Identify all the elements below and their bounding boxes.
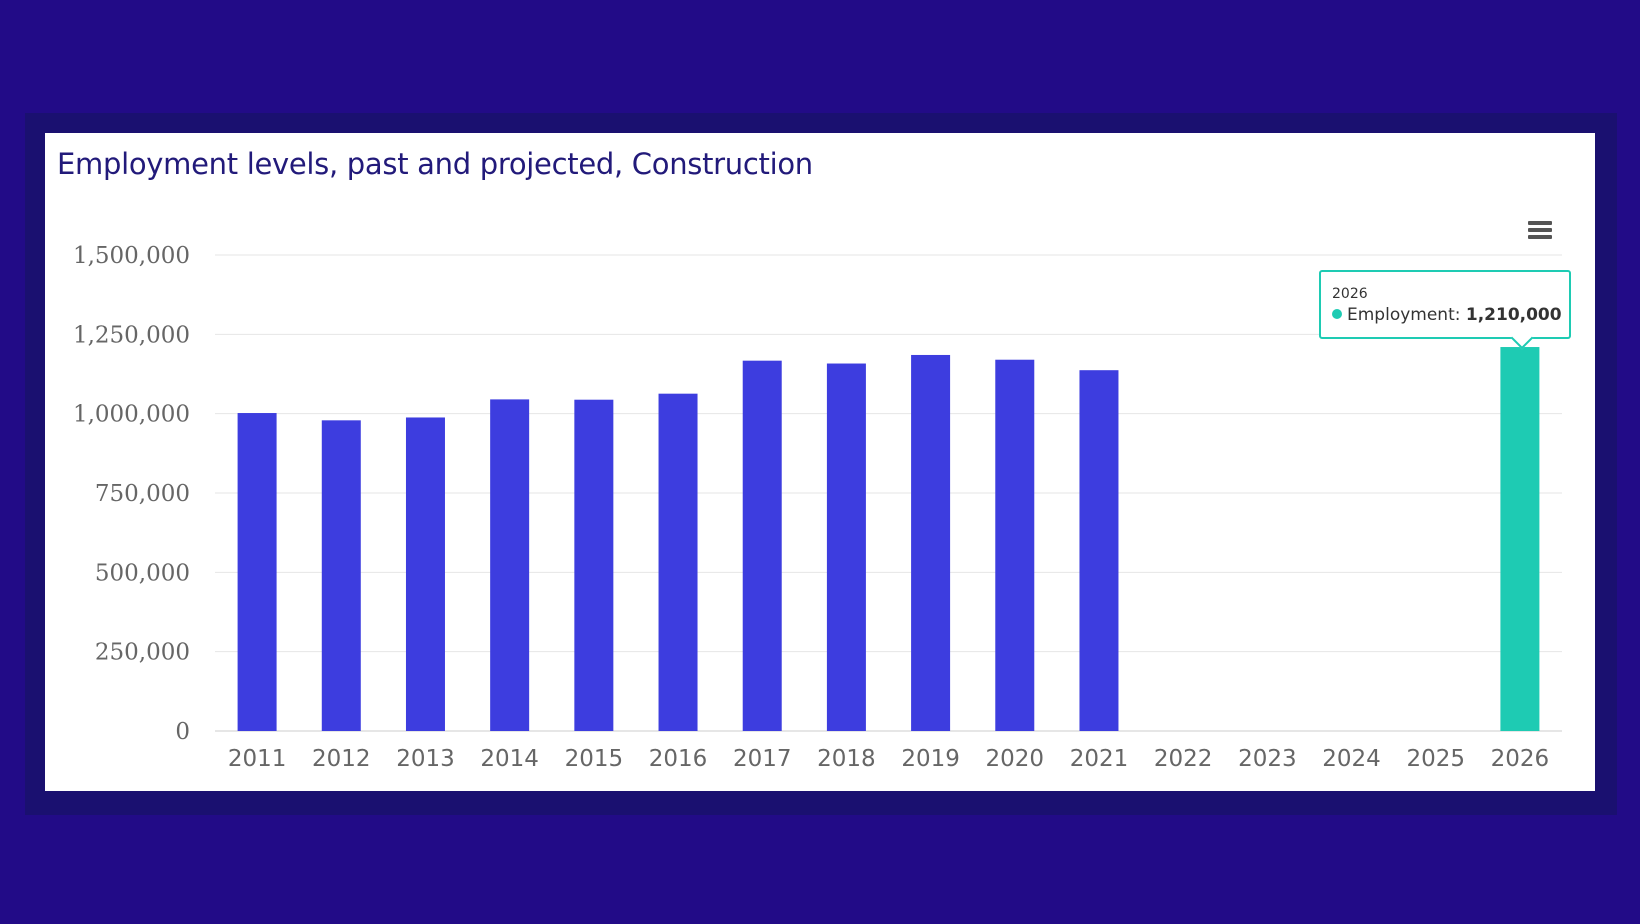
x-tick-label: 2013 <box>396 746 455 772</box>
bar-2018[interactable] <box>826 363 866 731</box>
bar-2026[interactable] <box>1500 347 1540 731</box>
tooltip-row: Employment: 1,210,000 <box>1332 305 1562 325</box>
bar-2013[interactable] <box>405 417 445 731</box>
chart-card: Employment levels, past and projected, C… <box>45 133 1595 791</box>
x-tick-label: 2020 <box>986 746 1045 772</box>
bar-2019[interactable] <box>911 354 951 731</box>
x-tick-label: 2024 <box>1322 746 1381 772</box>
chart-plot: 0 250,000 500,000 750,000 1,000,000 1,250,000… <box>73 243 1562 772</box>
y-tick-label: 0 <box>175 719 190 745</box>
bar-2014[interactable] <box>490 399 530 731</box>
y-tick-label: 750,000 <box>95 481 190 507</box>
x-tick-label: 2014 <box>480 746 539 772</box>
x-tick-label: 2012 <box>312 746 371 772</box>
x-tick-label: 2017 <box>733 746 792 772</box>
hamburger-menu-icon[interactable] <box>1525 218 1555 244</box>
y-tick-label: 1,250,000 <box>73 322 190 348</box>
bar-2012[interactable] <box>321 420 361 731</box>
x-tick-label: 2011 <box>228 746 287 772</box>
x-tick-label: 2026 <box>1491 746 1550 772</box>
chart-tooltip: 2026 Employment: 1,210,000 <box>1319 270 1571 339</box>
x-tick-label: 2016 <box>649 746 708 772</box>
bar-2015[interactable] <box>574 399 614 731</box>
tooltip-dot-icon <box>1332 309 1342 319</box>
bar-2016[interactable] <box>658 393 698 731</box>
tooltip-label: Employment: <box>1347 305 1461 325</box>
x-tick-label: 2015 <box>565 746 624 772</box>
bar-2011[interactable] <box>237 413 277 731</box>
x-tick-label: 2025 <box>1406 746 1465 772</box>
y-tick-label: 500,000 <box>95 560 190 586</box>
x-tick-label: 2023 <box>1238 746 1297 772</box>
x-tick-label: 2021 <box>1070 746 1129 772</box>
tooltip-value: 1,210,000 <box>1465 305 1562 325</box>
tooltip-header: 2026 <box>1332 286 1368 302</box>
chart-title: Employment levels, past and projected, C… <box>57 147 813 181</box>
y-tick-label: 1,000,000 <box>73 402 190 428</box>
bar-2020[interactable] <box>995 359 1035 731</box>
y-tick-label: 250,000 <box>95 640 190 666</box>
x-tick-label: 2019 <box>901 746 960 772</box>
y-tick-label: 1,500,000 <box>73 243 190 269</box>
x-tick-label: 2018 <box>817 746 876 772</box>
x-tick-label: 2022 <box>1154 746 1213 772</box>
bar-2017[interactable] <box>742 360 782 731</box>
bar-2021[interactable] <box>1079 370 1119 731</box>
